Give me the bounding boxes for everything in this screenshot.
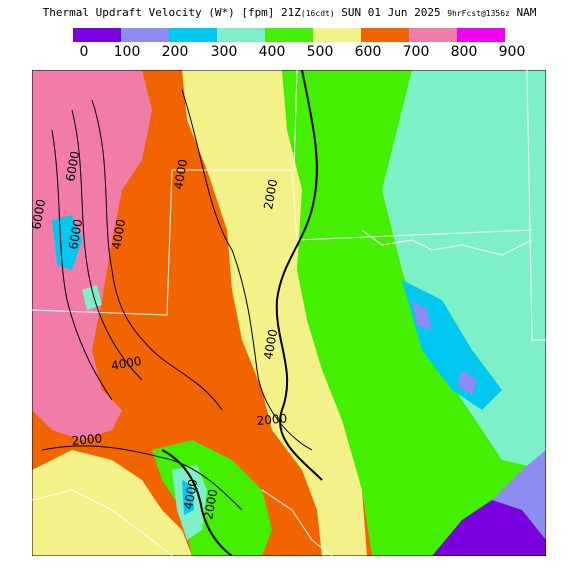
contour-6000-c [51,129,113,401]
zone-lightgreen-east [382,70,546,470]
zone-pink-west [32,70,152,440]
legend-tick-0: 0 [79,44,89,60]
title-date: SUN 01 Jun 2025 [334,6,448,19]
legend-tick-900: 900 [498,44,526,60]
contour-label-12: 2000 [201,488,220,521]
legend-swatch-0 [73,28,121,42]
map-title: Thermal Updraft Velocity (W*) [fpm] 21Z(… [0,6,579,19]
legend-swatch-6 [361,28,409,42]
legend-tick-200: 200 [161,44,189,60]
contour-label-5: 4000 [109,218,128,251]
legend-swatch-3 [217,28,265,42]
legend-swatch-5 [313,28,361,42]
border-southwest [32,489,173,556]
contour-label-4: 4000 [171,158,190,191]
contour-label-6: 4000 [110,354,143,373]
contour-label-2: 6000 [32,198,48,231]
state-boundary-1 [32,169,533,316]
legend-swatch-1 [121,28,169,42]
legend-swatch-8 [457,28,505,42]
title-local-time: (16cdt) [300,9,335,18]
color-legend [73,28,505,42]
legend-ticks: 0 100 200 300 400 500 600 700 800 900 [0,44,579,62]
legend-tick-800: 800 [450,44,478,60]
state-boundary-3 [526,70,546,341]
map-canvas: 6000 6000 6000 4000 4000 4000 4000 2000 … [32,70,546,556]
contour-label-11: 4000 [181,478,200,511]
contour-label-10: 2000 [71,431,103,448]
contour-2000-main [275,70,323,481]
legend-tick-600: 600 [354,44,382,60]
border-south [261,489,333,556]
legend-swatch-2 [169,28,217,42]
contour-label-8: 2000 [261,178,280,211]
legend-tick-100: 100 [113,44,141,60]
legend-tick-500: 500 [306,44,334,60]
contour-label-9: 2000 [256,411,288,428]
contour-4000 [181,89,313,451]
title-forecast: 9hrFcst@1356z [447,9,510,18]
zone-violet-southeast [432,500,546,556]
contour-label-1: 6000 [63,150,82,183]
zone-lightgreen-west [82,285,102,310]
zone-yellow-band [182,70,367,556]
legend-swatch-7 [409,28,457,42]
legend-tick-400: 400 [258,44,286,60]
legend-swatch-4 [265,28,313,42]
contour-label-7: 4000 [261,328,280,361]
contour-6000-b [71,109,143,381]
river-boundary [361,229,533,256]
title-main: Thermal Updraft Velocity (W*) [fpm] 21Z [42,6,301,19]
zone-cyan-south [182,480,194,515]
thermal-map: 6000 6000 6000 4000 4000 4000 4000 2000 … [32,70,546,556]
zone-yellow-southwest [32,450,192,556]
zone-blue-blob-2 [457,370,477,395]
state-boundary-2 [293,70,298,171]
legend-tick-300: 300 [210,44,238,60]
zone-green-strip [297,130,402,490]
contour-south-a [41,445,243,511]
legend-tick-700: 700 [402,44,430,60]
contour-label-3: 6000 [66,218,85,251]
title-model: NAM [509,6,537,19]
zone-blue-blob-1 [412,300,432,330]
contour-6000-a [91,99,223,411]
contour-south-b [161,449,233,556]
